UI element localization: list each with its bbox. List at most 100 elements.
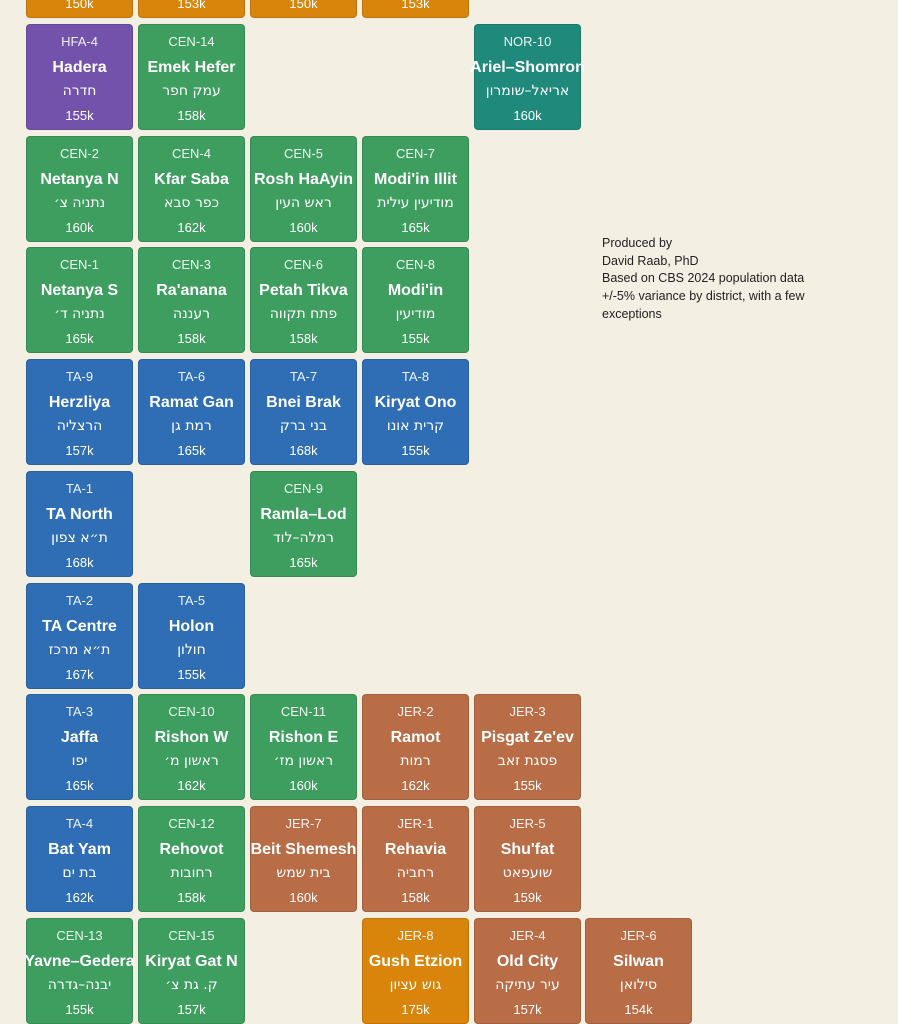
district-name: Pisgat Ze'ev xyxy=(481,729,574,747)
district-population: 160k xyxy=(289,778,318,794)
district-tile-ta-2: TA-2 TA Centre ת״א מרכז 167k xyxy=(26,582,133,689)
district-code: JER-3 xyxy=(509,704,546,720)
district-code: JER-4 xyxy=(509,927,546,943)
district-code: CEN-9 xyxy=(283,480,323,496)
district-name: Kiryat Ono xyxy=(374,394,457,412)
district-population: 160k xyxy=(65,219,94,235)
district-tile-ta-4: TA-4 Bat Yam בת ים 162k xyxy=(26,805,133,912)
district-name: Rishon W xyxy=(154,729,229,747)
district-code: JER-8 xyxy=(397,927,434,943)
district-population: 175k xyxy=(401,1001,430,1017)
district-hebrew-name: ת״א מרכז xyxy=(48,641,111,658)
district-name: Petah Tikva xyxy=(259,282,348,300)
district-hebrew-name: בית שמש xyxy=(276,864,331,881)
district-hebrew-name: רמות xyxy=(400,753,431,770)
district-hebrew-name: רחביה xyxy=(396,864,435,881)
district-name: Modi'in Illit xyxy=(374,170,457,188)
district-hebrew-name: ראשון מ׳ xyxy=(164,753,219,770)
credits-line-author: David Raab, PhD xyxy=(602,253,699,268)
district-code: CEN-3 xyxy=(171,257,211,273)
district-population: 160k xyxy=(289,219,318,235)
district-name: Netanya N xyxy=(40,170,119,188)
district-tile-cen-2: CEN-2 Netanya N נתניה צ׳ 160k xyxy=(26,135,133,242)
district-hebrew-name: רמלה–לוד xyxy=(273,529,334,546)
district-name: Bat Yam xyxy=(48,840,111,858)
district-code: TA-1 xyxy=(65,480,94,496)
district-code: CEN-11 xyxy=(280,704,327,720)
district-hebrew-name: סילואן xyxy=(619,976,658,993)
district-tile-cen-6: CEN-6 Petah Tikva פתח תקווה 158k xyxy=(250,247,357,354)
district-population: 168k xyxy=(289,443,318,459)
district-tile-ta-5: TA-5 Holon חולון 155k xyxy=(138,582,245,689)
district-population: 158k xyxy=(177,108,206,123)
district-tile-nor-10: NOR-10 Ariel–Shomron אריאל–שומרון 160k xyxy=(470,24,585,130)
district-tile-ta-8: TA-8 Kiryat Ono קרית אונו 155k xyxy=(362,359,469,466)
district-population: 165k xyxy=(177,443,206,459)
district-tile-cen-8: CEN-8 Modi'in מודיעין 155k xyxy=(362,247,469,354)
district-tile-cen-12: CEN-12 Rehovot רחובות 158k xyxy=(138,805,245,912)
district-hebrew-name: ק. גת צ׳ xyxy=(165,976,218,993)
district-code: HFA-4 xyxy=(61,34,98,49)
district-hebrew-name: חולון xyxy=(177,641,206,658)
district-code: CEN-14 xyxy=(168,34,215,49)
district-code: CEN-13 xyxy=(56,927,103,943)
district-hebrew-name: מודיעין xyxy=(395,306,436,323)
district-tile-partial: 153k xyxy=(362,0,469,19)
district-population: 154k xyxy=(624,1001,653,1017)
district-name: Rosh HaAyin xyxy=(254,170,353,188)
district-hebrew-name: בני ברק xyxy=(279,418,328,435)
district-name: Shu'fat xyxy=(500,840,555,858)
district-code: CEN-10 xyxy=(168,704,215,720)
district-name: Ramla–Lod xyxy=(260,505,347,523)
district-code: TA-8 xyxy=(401,369,430,385)
district-name: Kiryat Gat N xyxy=(145,952,238,970)
district-name: Jaffa xyxy=(60,729,99,747)
district-tile-jer-3: JER-3 Pisgat Ze'ev פסגת זאב 155k xyxy=(474,694,581,801)
district-hebrew-name: הרצליה xyxy=(56,418,103,435)
district-name: Modi'in xyxy=(387,282,444,300)
district-population: 157k xyxy=(177,1001,206,1017)
district-population: 157k xyxy=(513,1001,542,1017)
district-population: 165k xyxy=(289,554,318,570)
district-tile-partial: 153k xyxy=(138,0,245,19)
district-tile-jer-5: JER-5 Shu'fat שועפאט 159k xyxy=(474,805,581,912)
district-name: Gush Etzion xyxy=(368,952,463,970)
district-name: Ariel–Shomron xyxy=(470,59,585,76)
district-hebrew-name: ראשון מז׳ xyxy=(273,753,334,770)
district-code: CEN-4 xyxy=(171,145,211,161)
district-hebrew-name: גוש עציון xyxy=(389,976,442,993)
district-code: TA-6 xyxy=(177,369,206,385)
district-name: Emek Hefer xyxy=(147,59,236,76)
district-tile-jer-1: JER-1 Rehavia רחביה 158k xyxy=(362,805,469,912)
district-population: 159k xyxy=(513,889,542,905)
district-population: 165k xyxy=(401,219,430,235)
district-tile-jer-2: JER-2 Ramot רמות 162k xyxy=(362,694,469,801)
district-tile-cen-11: CEN-11 Rishon E ראשון מז׳ 160k xyxy=(250,694,357,801)
district-code: TA-3 xyxy=(65,704,94,720)
district-tile-cen-9: CEN-9 Ramla–Lod רמלה–לוד 165k xyxy=(250,470,357,577)
district-name: Beit Shemesh xyxy=(250,840,357,858)
district-code: TA-5 xyxy=(177,592,206,608)
district-hebrew-name: רחובות xyxy=(170,864,213,881)
district-name: Netanya S xyxy=(40,282,119,300)
district-name: TA Centre xyxy=(42,617,117,635)
district-code: TA-4 xyxy=(65,815,94,831)
district-code: TA-2 xyxy=(65,592,94,608)
district-tile-cen-10: CEN-10 Rishon W ראשון מ׳ 162k xyxy=(138,694,245,801)
district-tile-jer-4: JER-4 Old City עיר עתיקה 157k xyxy=(474,917,581,1024)
district-hebrew-name: רמת גן xyxy=(171,418,212,435)
district-population: 165k xyxy=(65,331,94,347)
district-hebrew-name: נתניה ד׳ xyxy=(54,306,105,323)
district-population: 160k xyxy=(513,108,542,123)
district-hebrew-name: יבנה–גדרה xyxy=(47,976,112,993)
district-hebrew-name: ראש העין xyxy=(275,194,332,211)
district-population: 158k xyxy=(177,331,206,347)
district-code: JER-6 xyxy=(620,927,657,943)
district-hebrew-name: יפו xyxy=(71,753,88,770)
district-tile-partial: 150k xyxy=(250,0,357,19)
district-population: 150k xyxy=(65,0,94,12)
district-population: 158k xyxy=(401,889,430,905)
district-tile-jer-7: JER-7 Beit Shemesh בית שמש 160k xyxy=(250,805,357,912)
district-tile-cen-7: CEN-7 Modi'in Illit מודיעין עילית 165k xyxy=(362,135,469,242)
district-name: Ramat Gan xyxy=(149,394,234,412)
